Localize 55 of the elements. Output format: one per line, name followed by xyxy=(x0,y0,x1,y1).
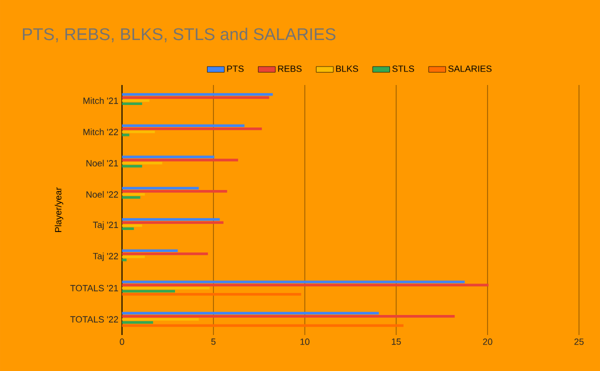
y-tick-label: Mitch '21 xyxy=(83,97,118,104)
y-tick-label: Noel '21 xyxy=(86,160,118,166)
bar xyxy=(122,252,208,256)
bar xyxy=(122,190,228,193)
legend-label: BLKS xyxy=(336,66,358,72)
y-tick-label: TOTALS '22 xyxy=(70,316,118,323)
chart-title: PTS, REBS, BLKS, STLS and SALARIES xyxy=(22,28,336,42)
bar xyxy=(122,164,142,168)
y-tick-label: TOTALS '21 xyxy=(70,284,118,292)
bar xyxy=(122,321,154,324)
bar xyxy=(122,290,176,293)
bar xyxy=(122,249,178,252)
bar xyxy=(122,284,489,286)
bar xyxy=(122,93,273,96)
y-tick-label: Taj '22 xyxy=(92,252,118,262)
y-axis-title: Player/year xyxy=(54,187,64,232)
bar xyxy=(122,156,214,158)
bar xyxy=(122,134,130,136)
bar xyxy=(122,130,155,134)
bar xyxy=(122,314,455,318)
x-tick-label: 15 xyxy=(392,338,401,345)
bar xyxy=(122,124,244,127)
bar xyxy=(122,324,404,327)
legend-label: SALARIES xyxy=(448,66,492,72)
legend-label: STLS xyxy=(392,66,414,72)
legend-label: PTS xyxy=(227,66,244,72)
bar xyxy=(122,158,238,162)
bar xyxy=(122,102,142,106)
bar xyxy=(122,286,210,290)
bar xyxy=(122,221,224,224)
bar xyxy=(122,256,145,258)
bar xyxy=(122,193,145,196)
bar xyxy=(122,224,142,227)
x-tick-label: 20 xyxy=(483,338,492,345)
bar xyxy=(122,280,465,284)
bar xyxy=(122,162,162,164)
x-tick-label: 0 xyxy=(120,338,124,345)
bar xyxy=(122,96,270,99)
bar xyxy=(122,312,379,314)
bar xyxy=(122,293,302,296)
bar xyxy=(122,318,199,321)
bar xyxy=(122,127,262,130)
y-tick-label: Mitch '22 xyxy=(83,128,118,136)
y-tick-label: Taj '21 xyxy=(92,221,118,230)
y-tick-label: Noel '22 xyxy=(86,191,118,198)
bar xyxy=(122,258,127,262)
legend-label: REBS xyxy=(278,66,302,72)
bar xyxy=(122,196,140,199)
x-tick-label: 5 xyxy=(211,338,216,345)
bar xyxy=(122,227,134,230)
x-tick-label: 25 xyxy=(574,338,584,345)
bar xyxy=(122,218,220,221)
bar xyxy=(122,99,150,102)
x-tick-label: 10 xyxy=(300,338,310,345)
bar xyxy=(122,186,199,190)
